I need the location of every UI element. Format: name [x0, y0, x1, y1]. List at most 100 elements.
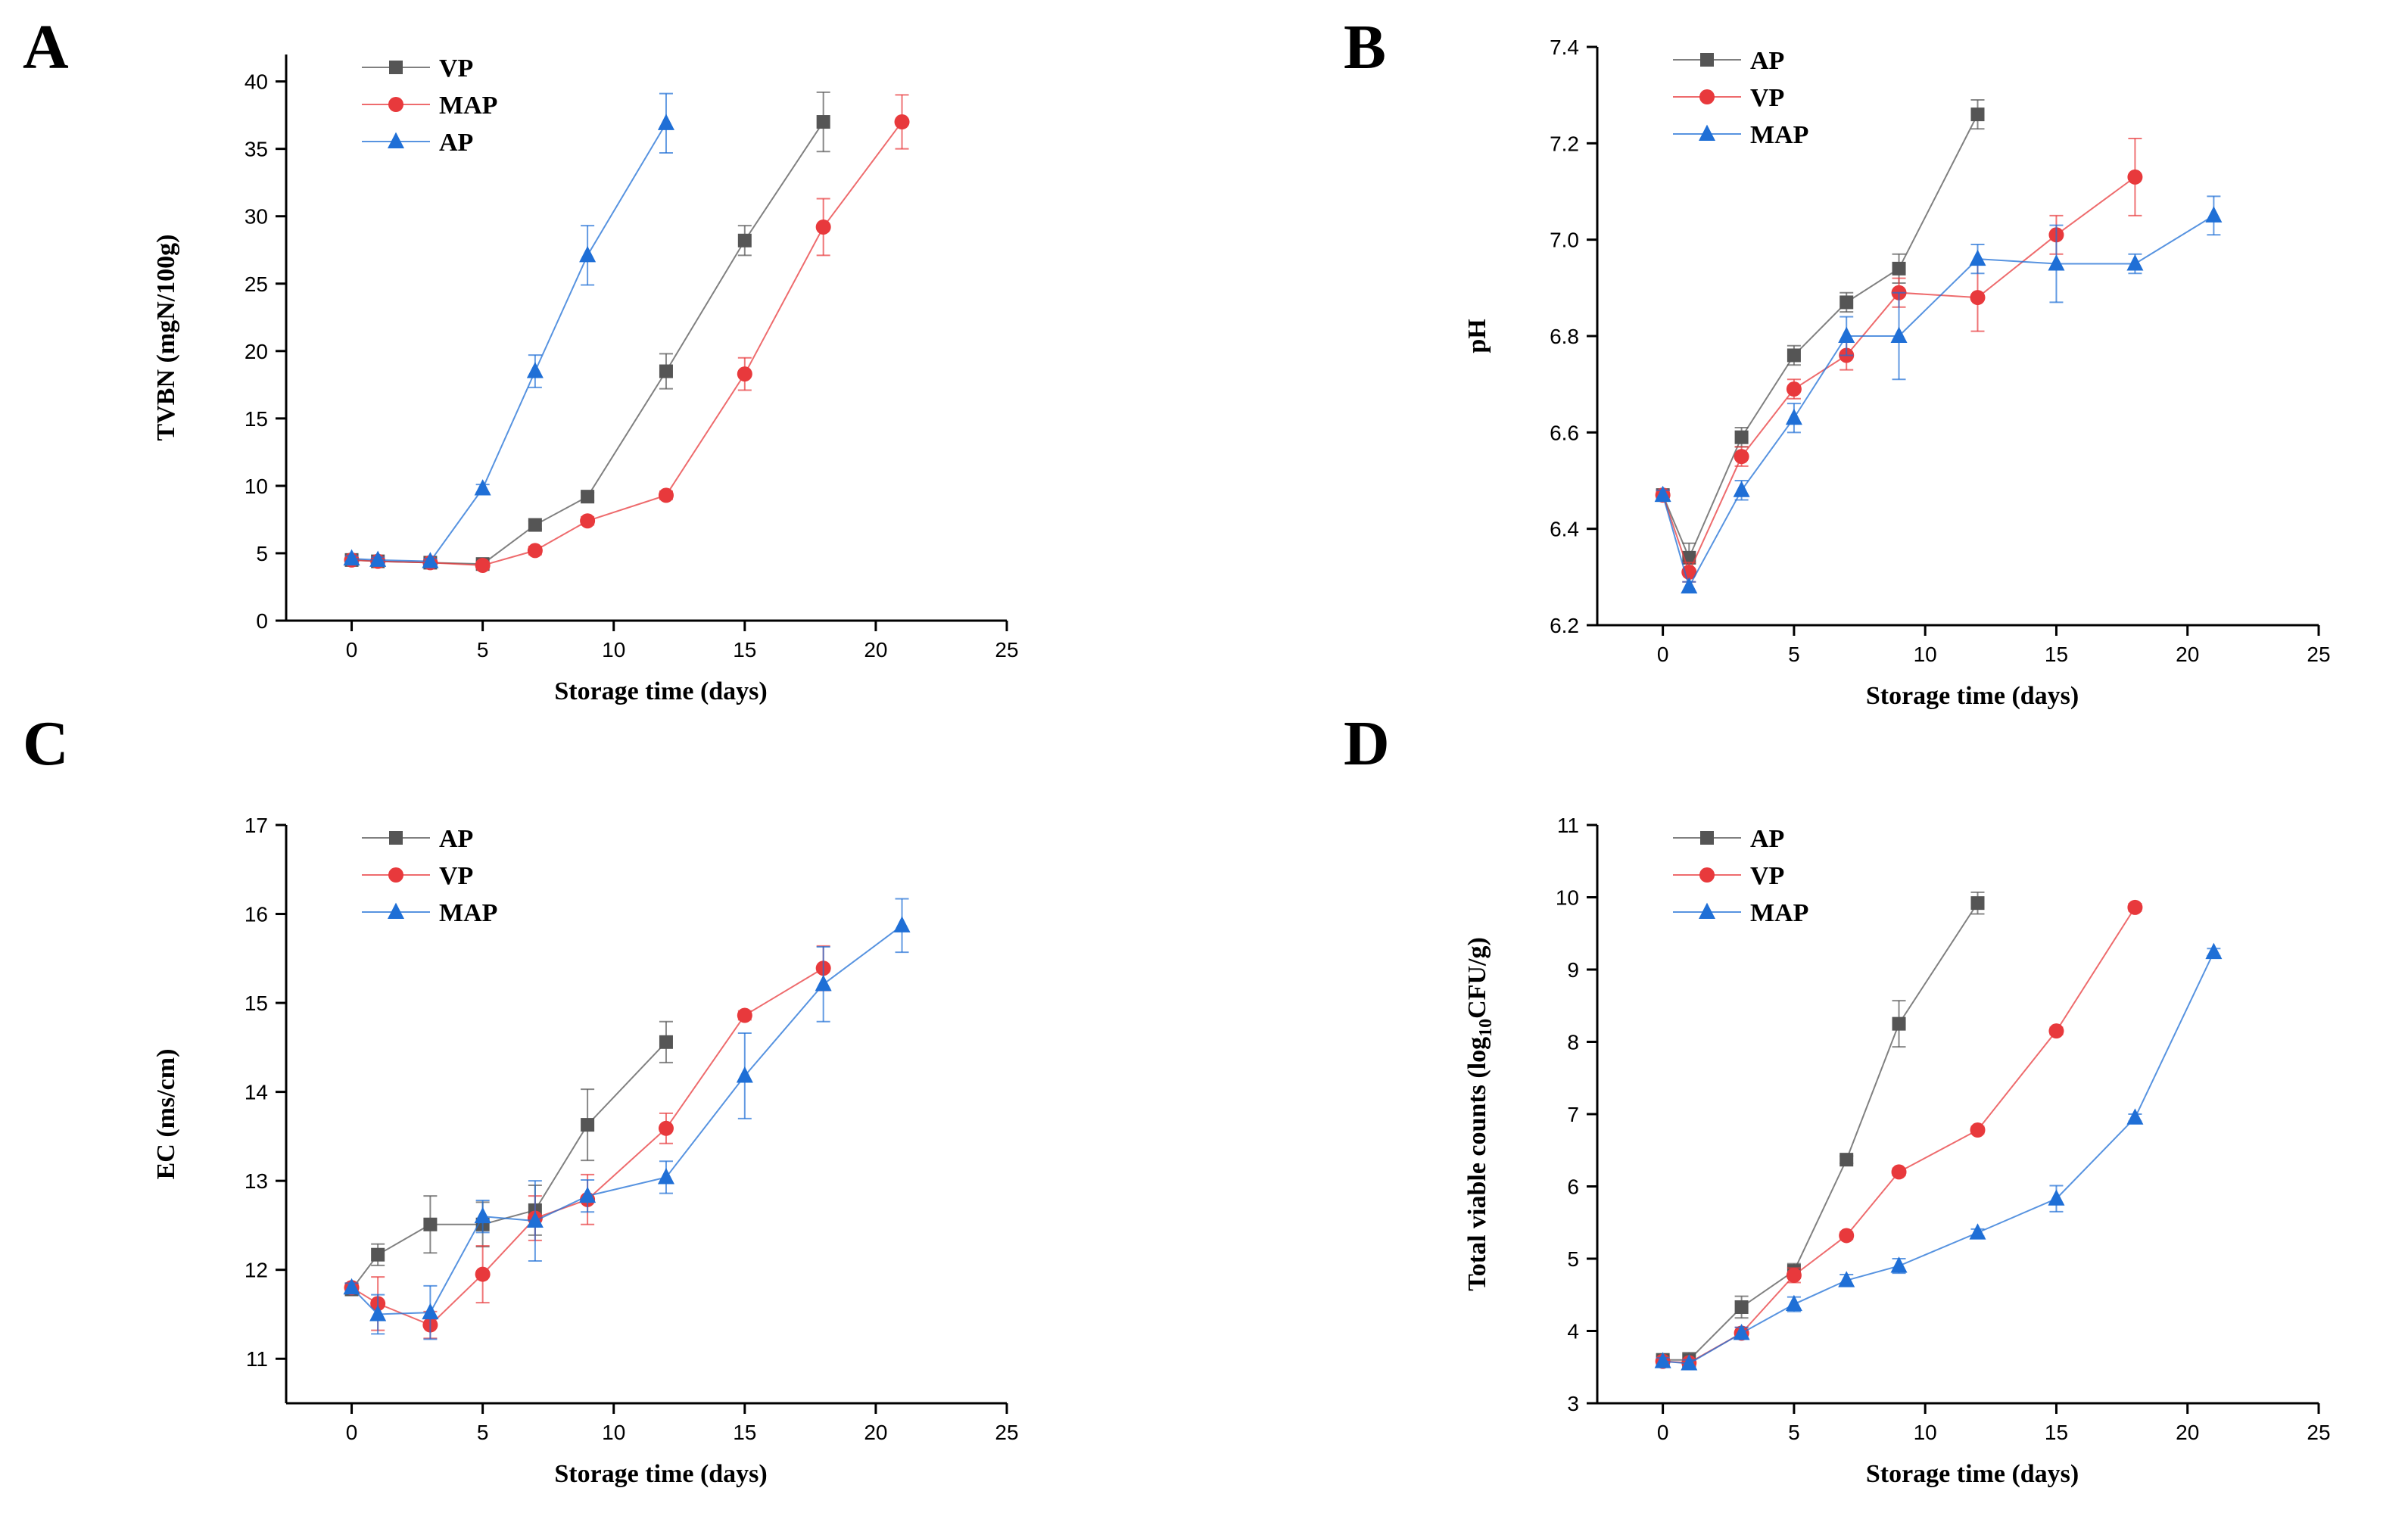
legend-label: VP	[439, 54, 473, 82]
y-axis-title-main: Total viable counts (log	[1463, 1037, 1491, 1291]
data-point	[815, 219, 831, 235]
y-tick-label: 6	[1567, 1175, 1579, 1199]
legend-label: MAP	[1750, 121, 1808, 149]
y-tick-label: 15	[245, 992, 268, 1015]
data-point	[894, 114, 910, 130]
legend-marker	[388, 867, 403, 883]
data-point	[2048, 1023, 2064, 1039]
legend-marker	[389, 831, 403, 845]
panel-a: A 0 5 10 15 20 25 0 5 10 15 20 25 30 35 40 Storage time …	[23, 12, 1019, 705]
series-line	[1662, 951, 2215, 1365]
data-point	[1733, 481, 1750, 497]
data-point	[1969, 1223, 1986, 1240]
data-point	[816, 115, 830, 129]
y-tick-label: 5	[256, 542, 268, 565]
x-tick-label: 0	[346, 1421, 358, 1444]
data-point	[369, 1305, 387, 1322]
data-point	[580, 513, 596, 529]
data-point	[369, 550, 387, 567]
data-point	[737, 366, 752, 382]
data-point	[474, 1206, 491, 1224]
legend-item: AP	[1673, 47, 1784, 75]
data-point	[527, 543, 543, 559]
data-point	[657, 1168, 674, 1185]
data-point	[2127, 169, 2143, 185]
data-point	[2127, 899, 2143, 915]
data-point	[422, 1303, 439, 1320]
x-tick-label: 25	[995, 1421, 1018, 1444]
data-point	[1970, 896, 1985, 911]
y-axis-title-subscript: 10	[1476, 1019, 1496, 1037]
y-tick-label: 7.2	[1550, 132, 1579, 155]
data-point	[423, 1217, 438, 1231]
data-point	[1839, 295, 1854, 310]
data-point	[1787, 348, 1801, 363]
x-tick-label: 25	[2307, 643, 2330, 666]
legend-label: AP	[1750, 47, 1784, 75]
y-tick-label: 13	[245, 1169, 268, 1193]
y-axis-title: EC (ms/cm)	[152, 1049, 180, 1180]
y-tick-label: 7.0	[1550, 229, 1579, 252]
panel-d-legend: AP VP MAP	[1673, 825, 1808, 927]
data-point	[1890, 1256, 1908, 1273]
panel-a-letter: A	[23, 12, 69, 82]
data-point	[474, 479, 491, 496]
data-point	[1734, 1300, 1749, 1314]
data-point	[1838, 326, 1855, 343]
x-tick-label: 10	[1914, 643, 1937, 666]
legend-item: MAP	[362, 899, 497, 927]
y-tick-label: 11	[246, 1347, 268, 1371]
x-tick-label: 10	[602, 1421, 625, 1444]
data-point	[2126, 1108, 2144, 1125]
x-tick-label: 25	[995, 638, 1018, 662]
data-point	[2048, 1189, 2065, 1206]
legend-marker	[1699, 867, 1715, 883]
x-tick-label: 0	[1657, 1421, 1669, 1444]
legend-item: VP	[362, 54, 473, 82]
x-tick-label: 5	[477, 1421, 489, 1444]
data-point	[658, 487, 674, 503]
panel-a-axes: 0 5 10 15 20 25 0 5 10 15 20 25 30 35 40 Storage time (…	[152, 54, 1019, 705]
data-point	[581, 490, 595, 504]
y-tick-label: 10	[245, 475, 268, 498]
x-axis-title: Storage time (days)	[1866, 682, 2079, 710]
legend-item: AP	[362, 825, 473, 853]
legend-label: VP	[439, 862, 473, 890]
x-tick-label: 20	[864, 1421, 887, 1444]
y-tick-label: 12	[245, 1259, 268, 1282]
x-tick-label: 15	[2045, 643, 2068, 666]
y-tick-label: 30	[245, 205, 268, 229]
data-point	[579, 1186, 597, 1203]
legend-label: VP	[1750, 862, 1784, 890]
panel-a-legend: VP MAP AP	[362, 54, 497, 157]
data-point	[343, 549, 360, 566]
data-point	[1785, 1294, 1802, 1312]
legend-item: VP	[1673, 84, 1784, 112]
x-tick-label: 10	[602, 638, 625, 662]
y-tick-label: 11	[1557, 814, 1579, 837]
y-tick-label: 6.8	[1550, 325, 1579, 348]
legend-item: VP	[1673, 862, 1784, 890]
legend-marker	[388, 97, 403, 112]
y-tick-label: 9	[1567, 958, 1579, 982]
y-axis-title: TVBN (mgN/100g)	[152, 235, 180, 441]
y-tick-label: 15	[245, 407, 268, 431]
legend-marker	[388, 132, 404, 148]
data-point	[1681, 1354, 1698, 1371]
data-point	[1891, 1164, 1907, 1180]
data-point	[1681, 577, 1698, 594]
y-tick-label: 4	[1567, 1320, 1579, 1343]
data-point	[1970, 1122, 1986, 1138]
y-tick-label: 0	[256, 609, 268, 633]
y-tick-label: 14	[245, 1081, 268, 1104]
legend-label: MAP	[439, 92, 497, 120]
y-tick-label: 7	[1567, 1103, 1579, 1126]
legend-marker	[1699, 89, 1715, 104]
x-axis-title: Storage time (days)	[554, 677, 767, 705]
y-tick-label: 16	[245, 903, 268, 926]
data-point	[1786, 1267, 1802, 1283]
legend-item: AP	[362, 129, 473, 157]
y-axis-title: pH	[1463, 319, 1491, 353]
panel-c-series-map	[343, 898, 911, 1340]
